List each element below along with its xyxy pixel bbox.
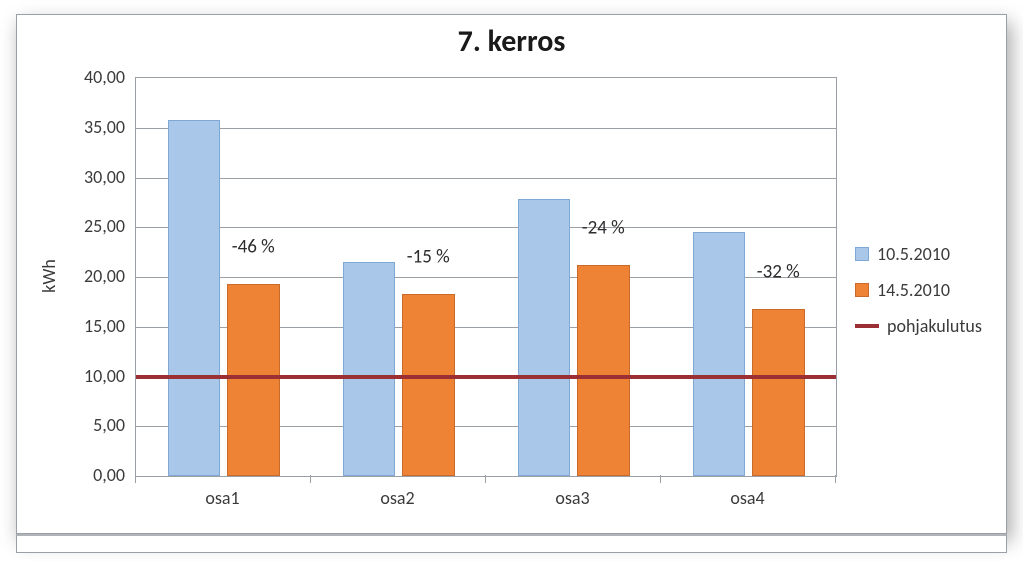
- x-tick-mark: [835, 475, 836, 483]
- x-tick-label: osa2: [380, 487, 414, 509]
- page-frame: 7. kerros -46 %-15 %-24 %-32 % kWh 10.5.…: [0, 0, 1023, 561]
- legend-label: pohjakulutus: [887, 315, 982, 337]
- bar-14-5-2010: [752, 309, 805, 476]
- legend-item: 10.5.2010: [855, 243, 982, 265]
- bar-data-label: -46 %: [232, 236, 275, 259]
- x-tick-label: osa4: [730, 487, 764, 509]
- plot-area: -46 % -15 % -24 % -32 %: [135, 77, 837, 477]
- chart-title: 7. kerros: [17, 23, 1006, 60]
- bar-14-5-2010: [577, 265, 630, 476]
- reference-line: [136, 375, 836, 379]
- legend-item: pohjakulutus: [855, 315, 982, 337]
- chart-card: 7. kerros -46 %-15 %-24 %-32 % kWh 10.5.…: [16, 14, 1007, 534]
- y-tick-label: 10,00: [17, 365, 125, 387]
- bar-data-label: -15 %: [407, 246, 450, 269]
- bar-10-5-2010: [343, 262, 396, 476]
- grid-line: [136, 128, 836, 129]
- y-tick-label: 40,00: [17, 66, 125, 88]
- y-tick-label: 25,00: [17, 215, 125, 237]
- legend-swatch: [855, 283, 869, 297]
- x-tick-mark: [135, 475, 136, 483]
- legend: 10.5.2010 14.5.2010 pohjakulutus: [855, 243, 982, 351]
- bar-data-label: -24 %: [582, 217, 625, 240]
- y-tick-label: 5,00: [17, 414, 125, 436]
- y-tick-label: 15,00: [17, 315, 125, 337]
- x-tick-label: osa3: [555, 487, 589, 509]
- legend-swatch: [855, 247, 869, 261]
- y-tick-label: 20,00: [17, 265, 125, 287]
- legend-item: 14.5.2010: [855, 279, 982, 301]
- bar-10-5-2010: [518, 199, 571, 476]
- bar-data-label: -32 %: [757, 261, 800, 284]
- legend-line-swatch: [855, 324, 879, 328]
- x-tick-mark: [660, 475, 661, 483]
- panel-divider-strip: [16, 534, 1007, 553]
- x-tick-label: osa1: [205, 487, 239, 509]
- bar-14-5-2010: [227, 284, 280, 476]
- y-tick-label: 35,00: [17, 116, 125, 138]
- bar-10-5-2010: [693, 232, 746, 476]
- grid-line: [136, 178, 836, 179]
- x-tick-mark: [485, 475, 486, 483]
- y-tick-label: 0,00: [17, 464, 125, 486]
- bar-10-5-2010: [168, 120, 221, 476]
- x-tick-mark: [310, 475, 311, 483]
- bar-14-5-2010: [402, 294, 455, 476]
- legend-label: 10.5.2010: [877, 243, 950, 265]
- legend-label: 14.5.2010: [877, 279, 950, 301]
- grid-line: [136, 227, 836, 228]
- y-tick-label: 30,00: [17, 166, 125, 188]
